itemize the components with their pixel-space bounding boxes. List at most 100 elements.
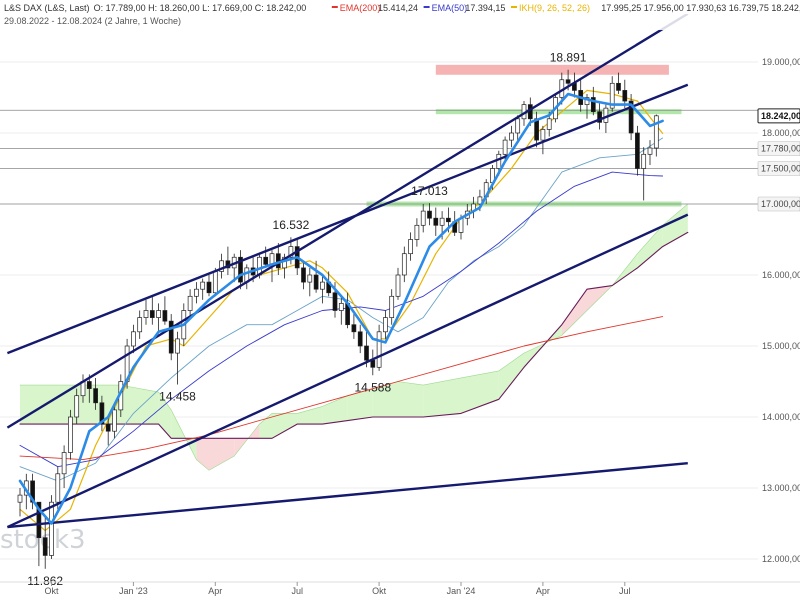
candle-down bbox=[30, 480, 35, 503]
y-tick-label: 19.000,00 bbox=[762, 57, 800, 67]
candle-up bbox=[546, 118, 552, 130]
candle-up bbox=[641, 153, 647, 169]
annotations-layer: 18.891 17.013 16.532 14.458 14.588 11.862 bbox=[27, 51, 586, 588]
candle-down bbox=[427, 210, 432, 219]
candle-down bbox=[446, 217, 451, 223]
candle-down bbox=[105, 423, 111, 432]
candle-down bbox=[36, 501, 42, 539]
candle-down bbox=[357, 331, 363, 347]
cloud-bullish-segment bbox=[423, 377, 461, 417]
indicator-value: 17.394,15 bbox=[465, 3, 505, 13]
candle-up bbox=[496, 153, 502, 169]
senkou-span-b-line bbox=[19, 231, 689, 439]
candle-up bbox=[131, 331, 136, 347]
candle-down bbox=[93, 388, 98, 404]
candle-up bbox=[68, 416, 73, 453]
candle-up bbox=[389, 295, 395, 318]
candle-up bbox=[439, 217, 445, 226]
candle-down bbox=[99, 402, 105, 425]
series-line-ema50 bbox=[19, 171, 664, 468]
candle-up bbox=[609, 82, 615, 109]
trendline bbox=[7, 461, 688, 529]
candle-up bbox=[376, 331, 382, 368]
indicator-label: EMA(200) bbox=[340, 3, 381, 13]
candle-down bbox=[622, 90, 628, 102]
candle-up bbox=[175, 338, 180, 354]
axes-layer: 12.000,00 13.000,00 14.000,00 15.000,00 16.0… bbox=[0, 57, 800, 596]
series-line-ema10 bbox=[18, 92, 664, 525]
price-annotation: 11.862 bbox=[27, 574, 63, 588]
candle-up bbox=[187, 295, 193, 311]
indicator-label: IKH(9, 26, 52, 26) bbox=[519, 3, 590, 13]
indicator-swatch bbox=[423, 6, 430, 8]
candle-up bbox=[395, 274, 401, 297]
cloud-bullish-segment bbox=[398, 381, 424, 417]
indicator-value: 17.995,25 17.956,00 17.930,63 16.739,75 … bbox=[601, 3, 800, 13]
candle-up bbox=[212, 271, 218, 294]
current-price-tag bbox=[757, 108, 800, 124]
chart-header: L&S DAX (L&S, Last) O: 17.789,00 H: 18.26… bbox=[0, 0, 800, 30]
cloud-bullish-segment bbox=[498, 353, 524, 400]
candle-down bbox=[628, 100, 634, 134]
cloud-bullish-segment bbox=[637, 225, 663, 268]
price-annotation: 16.532 bbox=[273, 218, 310, 232]
level-price-tag bbox=[757, 161, 800, 176]
candle-up bbox=[49, 501, 54, 556]
candle-down bbox=[635, 132, 640, 169]
candle-up bbox=[383, 317, 388, 333]
ema10-layer bbox=[18, 92, 664, 525]
candle-up bbox=[194, 288, 199, 297]
candle-up bbox=[401, 253, 407, 276]
candle-down bbox=[238, 256, 243, 283]
candle-up bbox=[477, 196, 483, 205]
candle-up bbox=[307, 274, 313, 283]
candle-up bbox=[420, 210, 426, 226]
cloud-bearish-segment bbox=[196, 438, 209, 471]
candle-up bbox=[414, 224, 420, 240]
price-annotation: 17.013 bbox=[411, 184, 448, 198]
cloud-bullish-segment bbox=[297, 406, 323, 425]
trendline bbox=[6, 213, 689, 529]
cloud-bullish-segment bbox=[662, 204, 688, 247]
candle-down bbox=[351, 324, 357, 333]
level-price-label: 17.780,00 bbox=[761, 144, 800, 154]
support-zone bbox=[435, 109, 682, 115]
candle-up bbox=[156, 310, 161, 318]
candle-up bbox=[647, 147, 653, 155]
cloud-bullish-segment bbox=[120, 385, 159, 425]
candle-up bbox=[61, 452, 67, 475]
ohlc-values: O: 17.789,00 H: 18.260,00 L: 17.669,00 C… bbox=[94, 3, 307, 13]
indicator-swatch bbox=[511, 6, 517, 8]
x-tick-label: Jul bbox=[619, 586, 631, 596]
candle-up bbox=[509, 132, 514, 141]
x-tick-label: Jan '23 bbox=[119, 586, 148, 596]
candle-up bbox=[55, 473, 61, 503]
trendlines-layer bbox=[6, 14, 689, 529]
y-tick-label: 12.000,00 bbox=[762, 554, 800, 564]
candle-up bbox=[320, 281, 325, 290]
cloud-bullish-segment bbox=[347, 388, 373, 421]
x-tick-label: Okt bbox=[44, 586, 59, 596]
ichimoku-cloud bbox=[19, 203, 689, 471]
price-annotation: 14.588 bbox=[354, 380, 391, 394]
candle-up bbox=[338, 303, 344, 311]
indicator-value: 15.414,24 bbox=[378, 3, 418, 13]
cloud-bullish-segment bbox=[322, 395, 348, 425]
candle-up bbox=[137, 317, 143, 333]
candle-down bbox=[162, 310, 168, 322]
cloud-bullish-segment bbox=[158, 392, 172, 439]
candle-up bbox=[288, 246, 294, 258]
y-tick-label: 14.000,00 bbox=[762, 412, 800, 422]
level-price-tag bbox=[757, 141, 800, 156]
date-range: 29.08.2022 - 12.08.2024 (2 Jahre, 1 Woch… bbox=[4, 16, 181, 26]
candle-down bbox=[616, 82, 621, 91]
candle-up bbox=[143, 310, 149, 318]
cloud-bearish-segment bbox=[209, 438, 235, 471]
series-line-ema200 bbox=[19, 316, 664, 461]
candle-down bbox=[168, 320, 174, 354]
level-price-label: 17.500,00 bbox=[761, 164, 800, 174]
candles-layer bbox=[17, 69, 659, 569]
cloud-bullish-segment bbox=[272, 413, 298, 439]
candle-down bbox=[149, 310, 155, 318]
